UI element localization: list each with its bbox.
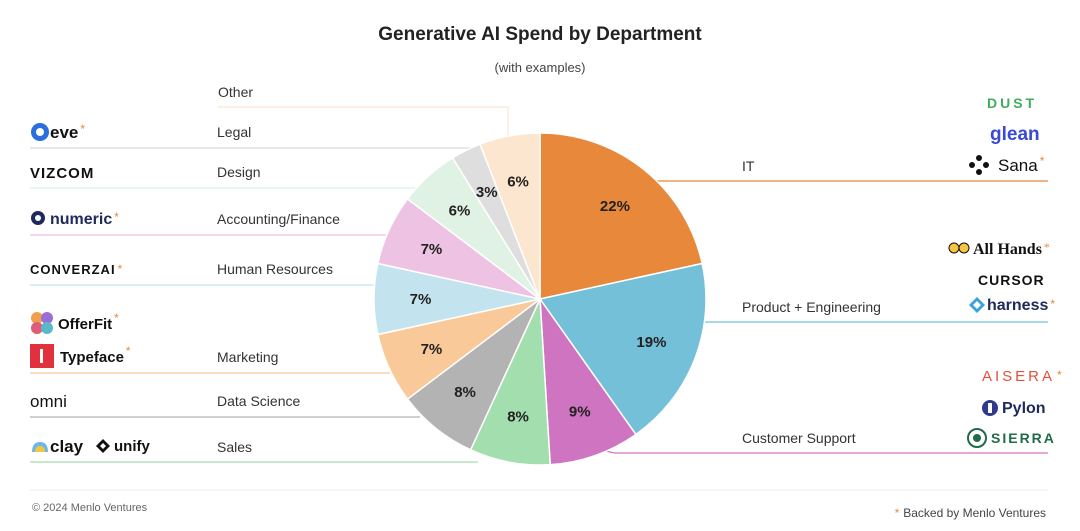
dept-label-hr: Human Resources (217, 261, 333, 277)
pie-slice-it (539, 132, 704, 300)
backed-star: * (117, 262, 124, 276)
eve-icon (31, 123, 49, 141)
logo-unify: unify (96, 438, 150, 455)
logo-aisera-text: AISERA (982, 368, 1056, 385)
logo-clay: clay (30, 437, 83, 457)
pie-label-accounting-finance: 7% (421, 241, 443, 258)
dept-label-design: Design (217, 164, 261, 180)
pie-slice-other (479, 132, 541, 300)
leader-line-other (218, 106, 509, 140)
logo-offerfit: OfferFit * (30, 311, 119, 335)
logo-sierra-text: SIERRA (991, 430, 1056, 446)
dept-label-product-eng: Product + Engineering (742, 299, 881, 315)
pie-labels: 22% 19% 9% 8% 8% 7% 7% 7% 6% 3% 6% (410, 174, 667, 426)
leader-line-customer-support (599, 449, 1048, 454)
chart-title: Generative AI Spend by Department (378, 24, 702, 45)
logo-dust: DUST (987, 95, 1038, 111)
footer-backed-text: Backed by Menlo Ventures (903, 506, 1046, 520)
logo-unify-text: unify (114, 438, 150, 455)
logo-clay-text: clay (50, 437, 84, 456)
clay-icon (32, 442, 48, 452)
logo-sana-text: Sana (998, 156, 1038, 175)
logo-omni: omni (30, 392, 67, 411)
logo-aisera: AISERA * (982, 368, 1065, 385)
backed-star: * (1050, 297, 1056, 311)
dept-label-marketing: Marketing (217, 349, 279, 365)
logo-allhands: All Hands * (948, 240, 1050, 259)
pie-slice-product-engineering (538, 262, 707, 436)
logo-converzai: CONVERZAI * (30, 262, 123, 277)
logo-offerfit-text: OfferFit (58, 316, 113, 333)
pylon-icon (982, 400, 998, 416)
pie-label-other: 6% (507, 174, 529, 191)
logo-converzai-text: CONVERZAI (30, 262, 116, 277)
logo-allhands-text: All Hands (973, 241, 1042, 258)
dept-label-it: IT (742, 158, 755, 174)
backed-star: * (1039, 154, 1045, 168)
footer-backed: * Backed by Menlo Ventures (895, 506, 1046, 520)
logo-numeric-text: numeric (50, 211, 113, 228)
logo-pylon-text: Pylon (1002, 400, 1046, 417)
offerfit-icon (31, 312, 53, 334)
dept-label-data-science: Data Science (217, 393, 301, 409)
logo-pylon: Pylon (981, 399, 1046, 418)
logo-eve-text: eve (50, 123, 79, 142)
pie-label-sales: 8% (507, 408, 529, 425)
logo-typeface-text: Typeface (60, 349, 124, 366)
logo-cursor: CURSOR (978, 272, 1045, 288)
typeface-icon (30, 344, 54, 368)
pie-chart (373, 132, 707, 466)
allhands-icon (948, 242, 970, 254)
dept-label-sales: Sales (217, 439, 253, 455)
logo-eve: eve * (30, 122, 85, 143)
pie-label-it: 22% (600, 198, 630, 215)
pie-label-legal: 3% (476, 184, 498, 201)
footer-copyright: © 2024 Menlo Ventures (32, 502, 148, 514)
harness-icon (969, 297, 985, 313)
logo-numeric: numeric * (30, 210, 119, 229)
sana-icon (969, 155, 989, 175)
logo-typeface: Typeface * (30, 344, 131, 368)
pie-label-design: 6% (449, 203, 471, 220)
numeric-icon (31, 211, 45, 225)
pie-slice-customer-support (539, 296, 637, 466)
backed-star: * (125, 344, 131, 358)
pie-label-marketing: 7% (421, 341, 443, 358)
pie-label-product-engineering: 19% (636, 334, 666, 351)
unify-icon (96, 439, 110, 453)
logo-harness: harness * (969, 297, 1055, 315)
dept-label-customer-support: Customer Support (742, 430, 856, 446)
backed-star: * (1043, 240, 1050, 254)
logo-vizcom: VIZCOM (30, 165, 95, 182)
logo-harness-text: harness (987, 297, 1049, 314)
logo-glean: glean (990, 124, 1040, 145)
logo-sierra: SIERRA (966, 427, 1056, 449)
dept-label-other: Other (218, 84, 254, 100)
pie-label-human-resources: 7% (410, 291, 432, 308)
backed-star: * (114, 311, 119, 325)
sierra-icon (967, 428, 987, 448)
dept-label-accounting: Accounting/Finance (217, 211, 340, 227)
logo-sana: Sana * (968, 154, 1044, 176)
footer-star: * (894, 506, 900, 520)
pie-label-data-science: 8% (454, 384, 476, 401)
backed-star: * (80, 122, 86, 136)
dept-label-legal: Legal (217, 124, 252, 140)
pie-label-customer-support: 9% (569, 404, 591, 421)
backed-star: * (114, 210, 119, 224)
backed-star: * (1057, 368, 1065, 382)
chart-subtitle: (with examples) (494, 60, 586, 75)
